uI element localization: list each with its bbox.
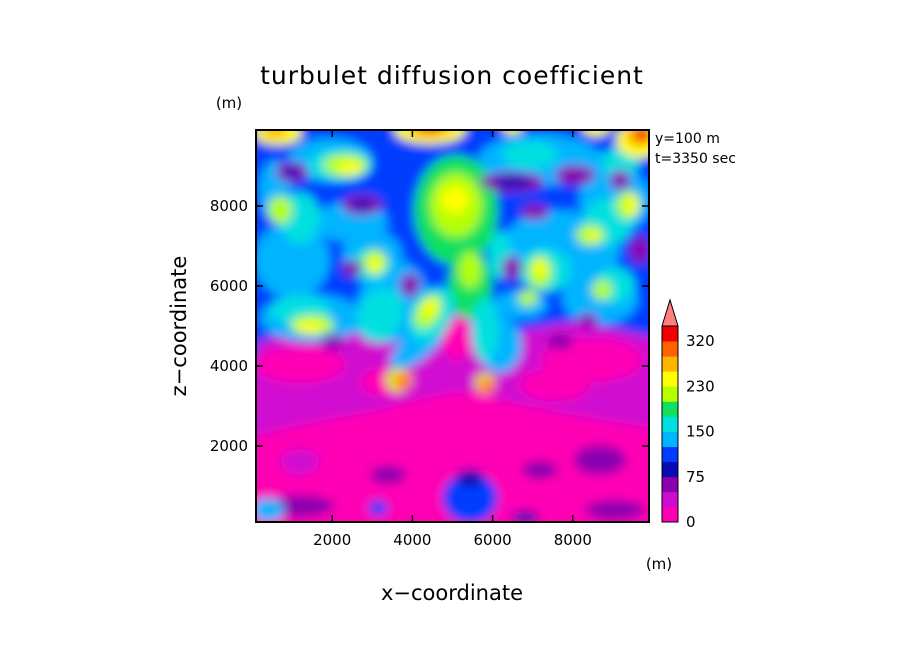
- contour-blob: [471, 298, 499, 362]
- contour-blob: [268, 196, 292, 224]
- contour-blob: [502, 130, 522, 134]
- contour-blob: [422, 298, 438, 318]
- contour-blob: [400, 273, 420, 297]
- contour-blob: [442, 472, 498, 522]
- contour-blob: [634, 130, 649, 141]
- contour-blob: [592, 280, 612, 300]
- contour-blob: [459, 252, 481, 288]
- contour-blob: [582, 130, 610, 136]
- contour-region: [256, 392, 649, 522]
- colorbar-frame: [661, 325, 679, 523]
- colorbar-segment: [662, 386, 678, 402]
- contour-blob: [520, 369, 590, 401]
- contour-blob: [548, 334, 572, 350]
- contour-blob: [369, 257, 381, 273]
- colorbar-label: 320: [686, 332, 715, 350]
- contour-blob: [574, 445, 626, 475]
- x-tick-label: 2000: [313, 531, 351, 549]
- x-axis: 2000 4000 6000 8000: [313, 130, 592, 549]
- contour-blob: [399, 376, 409, 388]
- contour-blob: [502, 141, 558, 169]
- contour-field: [256, 130, 649, 522]
- colorbar-segment: [662, 401, 678, 417]
- contour-blob: [342, 260, 362, 276]
- contour-blob: [441, 186, 469, 214]
- colorbar-extend-arrow: [661, 298, 679, 327]
- x-tick-label: 4000: [393, 531, 431, 549]
- contour-blob: [284, 167, 300, 177]
- contour-blob: [442, 316, 474, 360]
- contour-blob: [256, 498, 284, 522]
- x-tick-label: 8000: [554, 531, 592, 549]
- contour-blob: [297, 321, 323, 333]
- colorbar-segment: [662, 416, 678, 432]
- x-tick-label: 6000: [474, 531, 512, 549]
- contour-blob: [555, 165, 595, 185]
- contour-blob: [408, 130, 452, 137]
- contour-blob: [370, 466, 406, 484]
- contour-blob: [630, 236, 649, 264]
- contour-blob: [626, 195, 638, 215]
- y-axis: 2000 4000 6000 8000: [210, 197, 649, 455]
- contour-blob: [518, 290, 538, 306]
- contour-blob: [280, 449, 320, 475]
- chart-title: turbulet diffusion coefficient: [260, 61, 644, 90]
- colorbar-segment: [662, 326, 678, 342]
- colorbar-label: 0: [686, 513, 696, 531]
- x-unit-label: (m): [646, 555, 672, 573]
- colorbar-segment: [662, 341, 678, 357]
- colorbar-label: 75: [686, 468, 705, 486]
- contour-blob: [578, 313, 598, 327]
- contour-blob: [522, 461, 558, 479]
- contour-blob: [585, 500, 645, 520]
- y-tick-label: 6000: [210, 277, 248, 295]
- contour-blob: [256, 222, 330, 298]
- plot-frame: [255, 129, 650, 523]
- contour-blob: [610, 170, 630, 190]
- y-tick-label: 2000: [210, 437, 248, 455]
- contour-blob: [368, 500, 388, 516]
- colorbar-segment: [662, 371, 678, 387]
- colorbar-segment: [662, 446, 678, 463]
- contour-blob: [256, 347, 345, 383]
- colorbar: 0 75 150 230 320: [661, 298, 715, 531]
- contour-blob: [338, 161, 362, 175]
- colorbar-segment: [662, 431, 678, 448]
- contour-blob: [321, 335, 345, 349]
- colorbar-segment: [662, 461, 678, 478]
- contour-blob: [352, 200, 372, 210]
- contour-blob: [483, 382, 493, 392]
- colorbar-segment: [662, 491, 678, 508]
- contour-blob: [263, 130, 287, 138]
- annotation-t: t=3350 sec: [655, 151, 736, 167]
- colorbar-segment: [662, 476, 678, 493]
- y-tick-label: 8000: [210, 197, 248, 215]
- y-axis-label: z−coordinate: [167, 256, 191, 397]
- contour-blob: [502, 256, 522, 280]
- x-axis-label: x−coordinate: [381, 581, 523, 605]
- contour-blob: [511, 511, 539, 522]
- annotation-y: y=100 m: [655, 131, 720, 147]
- contour-blob: [521, 204, 549, 220]
- contour-blob: [588, 231, 600, 241]
- contour-blob: [456, 469, 484, 487]
- contour-blob: [356, 287, 404, 343]
- colorbar-segment: [662, 506, 678, 523]
- contour-blob: [534, 259, 546, 277]
- y-tick-label: 4000: [210, 357, 248, 375]
- colorbar-label: 230: [686, 377, 715, 395]
- contour-blob: [494, 176, 530, 188]
- y-unit-label: (m): [216, 94, 242, 112]
- colorbar-label: 150: [686, 423, 715, 441]
- colorbar-segment: [662, 356, 678, 372]
